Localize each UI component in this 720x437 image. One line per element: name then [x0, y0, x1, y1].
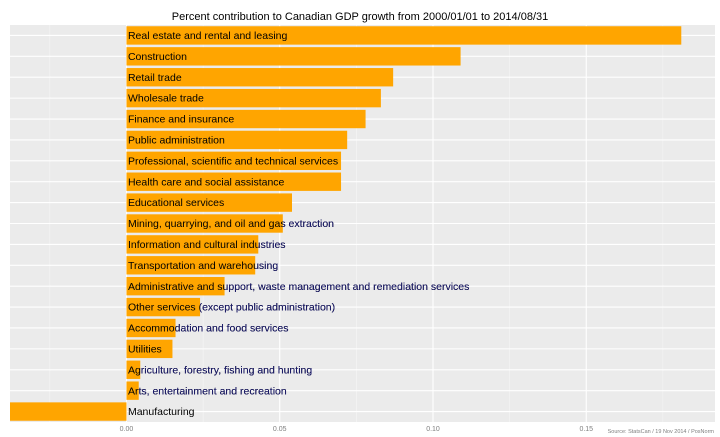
bar [126, 88, 381, 108]
x-tick-label: 0.05 [273, 426, 287, 433]
bar [126, 276, 225, 296]
bar [126, 297, 201, 317]
bar-label-overflow: Transportation and warehousing [128, 260, 278, 272]
bar-label: Arts, entertainment and recreation [128, 385, 287, 397]
bar-label: Educational services [128, 197, 224, 209]
bar-label: Wholesale trade [128, 93, 204, 105]
bar-label: Manufacturing [128, 406, 195, 418]
source-note: Source: StatsCan / 19 Nov 2014 / PosNorm [608, 429, 715, 435]
bar [126, 339, 173, 359]
x-tick-label: 0.10 [426, 426, 440, 433]
bar-label: Retail trade [128, 72, 182, 84]
bar [126, 360, 141, 379]
bars [10, 26, 682, 421]
bar-label-overflow: Information and cultural industries [128, 239, 286, 251]
bar-label: Agriculture, forestry, fishing and hunti… [128, 364, 312, 376]
bar-label: Other services (except public administra… [128, 302, 335, 314]
bar [126, 151, 342, 171]
bar-label: Transportation and warehousing [128, 260, 278, 272]
bar [126, 214, 283, 233]
bar-label: Accommodation and food services [128, 323, 289, 335]
bar-label: Information and cultural industries [128, 239, 286, 251]
bar [126, 318, 176, 338]
bar [126, 68, 394, 87]
bar-labels: Real estate and rental and leasingReal e… [128, 30, 469, 418]
bar-label-overflow: Mining, quarrying, and oil and gas extra… [128, 218, 334, 230]
x-axis-ticks: 0.00 0.05 0.10 0.15 [120, 426, 594, 433]
bar-label-overflow: Accommodation and food services [128, 323, 289, 335]
bar [126, 381, 139, 400]
bar-label-overflow: Agriculture, forestry, fishing and hunti… [128, 364, 312, 376]
bar [126, 109, 366, 129]
bar-label: Professional, scientific and technical s… [128, 155, 338, 167]
bar [126, 235, 259, 254]
x-tick-label: 0.00 [120, 426, 134, 433]
bar [126, 47, 461, 66]
bar [126, 256, 256, 275]
bar-label-overflow: Administrative and support, waste manage… [128, 281, 469, 293]
bar [126, 172, 342, 191]
bar-label-overflow: Arts, entertainment and recreation [128, 385, 287, 397]
bar-label: Mining, quarrying, and oil and gas extra… [128, 218, 334, 230]
bar [126, 193, 292, 212]
bar [126, 26, 682, 45]
bar [10, 402, 127, 421]
bar-label: Health care and social assistance [128, 176, 285, 188]
bar-label: Utilities [128, 343, 162, 355]
bar-label: Finance and insurance [128, 114, 234, 126]
bar-label: Public administration [128, 135, 225, 147]
bar-label: Administrative and support, waste manage… [128, 281, 469, 293]
chart-title: Percent contribution to Canadian GDP gro… [172, 11, 549, 23]
bar [126, 130, 348, 150]
bar-label-overflow: Other services (except public administra… [128, 302, 335, 314]
bar-label: Real estate and rental and leasing [128, 30, 288, 42]
x-tick-label: 0.15 [579, 426, 593, 433]
bar-label: Construction [128, 51, 187, 63]
